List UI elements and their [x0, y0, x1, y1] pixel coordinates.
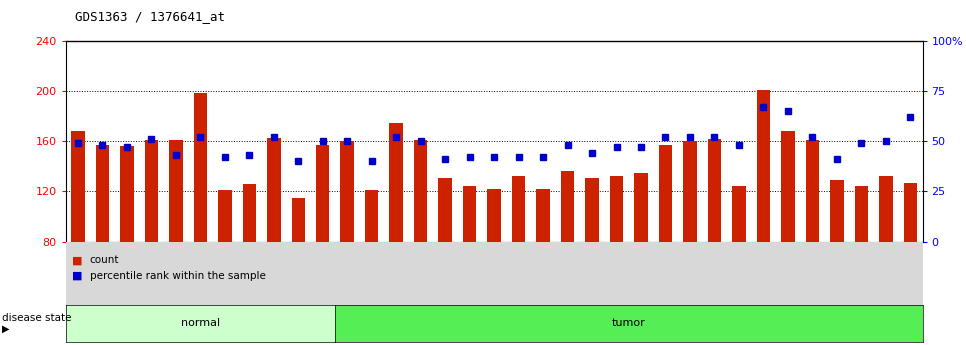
Bar — [439, 178, 452, 242]
Text: tumor: tumor — [611, 318, 645, 328]
Bar — [365, 190, 379, 242]
Bar — [414, 140, 427, 242]
Bar — [218, 190, 232, 242]
Text: ▶: ▶ — [2, 324, 10, 334]
Bar — [610, 176, 623, 242]
Bar — [145, 140, 158, 242]
Text: ■: ■ — [72, 256, 83, 265]
Bar — [488, 189, 500, 241]
Bar — [585, 178, 599, 242]
Bar — [635, 173, 648, 242]
Bar — [903, 183, 917, 242]
Bar — [683, 141, 696, 242]
Bar — [389, 123, 403, 242]
Bar — [806, 140, 819, 242]
Text: GDS1363 / 1376641_at: GDS1363 / 1376641_at — [75, 10, 225, 23]
Bar — [242, 184, 256, 242]
Bar — [316, 145, 329, 242]
Text: disease state: disease state — [2, 313, 71, 323]
Bar — [732, 186, 746, 242]
Bar — [855, 186, 868, 242]
Bar — [120, 146, 133, 242]
Bar — [96, 145, 109, 242]
Bar — [267, 138, 280, 241]
Bar — [756, 90, 770, 242]
Text: normal: normal — [181, 318, 220, 328]
Bar — [561, 171, 574, 242]
Bar — [659, 145, 672, 242]
Text: percentile rank within the sample: percentile rank within the sample — [90, 271, 266, 281]
Bar — [536, 189, 550, 241]
Text: count: count — [90, 256, 120, 265]
Text: ■: ■ — [72, 271, 83, 281]
Bar — [830, 180, 843, 241]
Bar — [879, 176, 893, 242]
Bar — [512, 176, 526, 242]
Bar — [292, 198, 305, 241]
Bar — [463, 186, 476, 242]
Bar — [193, 93, 207, 241]
Bar — [781, 131, 795, 241]
Bar — [169, 140, 183, 242]
Bar — [708, 139, 722, 241]
Bar — [71, 131, 85, 241]
Bar — [340, 141, 354, 242]
